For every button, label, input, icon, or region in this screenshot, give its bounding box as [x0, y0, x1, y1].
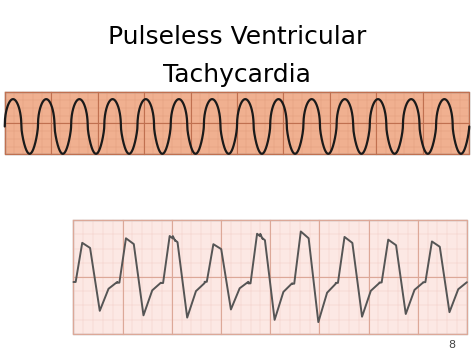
Bar: [73, 220, 467, 334]
Text: Tachycardia: Tachycardia: [163, 62, 311, 87]
Bar: [5, 92, 469, 154]
Text: Pulseless Ventricular: Pulseless Ventricular: [108, 25, 366, 49]
Text: 8: 8: [448, 340, 455, 350]
